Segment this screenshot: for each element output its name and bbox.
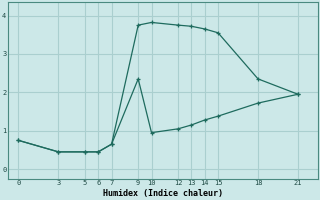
X-axis label: Humidex (Indice chaleur): Humidex (Indice chaleur) (103, 189, 223, 198)
